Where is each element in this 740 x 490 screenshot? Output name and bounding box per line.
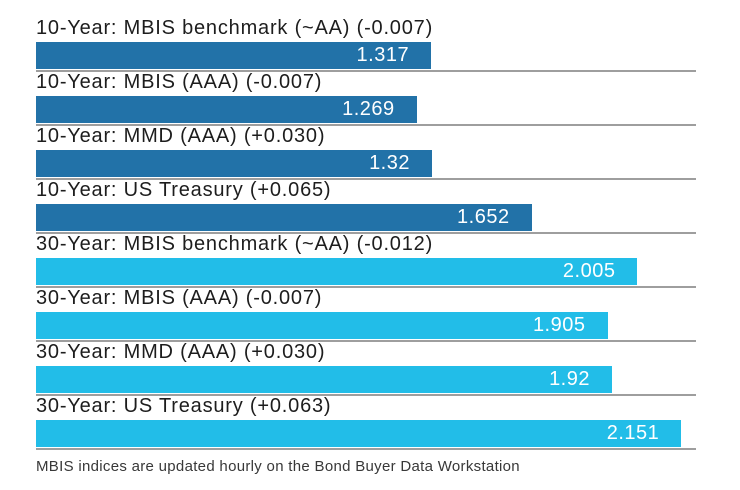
bar: 1.652 (36, 204, 532, 231)
chart-row: 30-Year: MMD (AAA) (+0.030) 1.92 (36, 342, 696, 396)
chart-row: 30-Year: MBIS benchmark (~AA) (-0.012) 2… (36, 234, 696, 288)
bar-value-label: 1.652 (457, 206, 510, 228)
row-separator (36, 340, 696, 342)
bar: 1.32 (36, 150, 432, 177)
bar-value-label: 1.317 (356, 44, 410, 66)
bar-chart: 10-Year: MBIS benchmark (~AA) (-0.007) 1… (36, 18, 696, 475)
row-separator (36, 124, 696, 126)
bar: 1.317 (36, 42, 432, 69)
chart-row: 10-Year: US Treasury (+0.065) 1.652 (36, 180, 696, 234)
row-separator (36, 178, 696, 180)
row-separator (36, 232, 696, 234)
bar-track: 1.905 (36, 312, 696, 339)
bar-value-label: 1.905 (532, 314, 586, 336)
bar: 1.269 (36, 96, 417, 123)
bar-value-label: 1.32 (369, 152, 410, 174)
row-separator (36, 286, 696, 288)
bar-track: 1.32 (36, 150, 696, 177)
bar-track: 1.652 (36, 204, 696, 231)
bar-category-label: 10-Year: US Treasury (+0.065) (36, 179, 332, 201)
bar: 1.92 (36, 366, 612, 393)
bar-value-label: 1.269 (342, 98, 395, 120)
bar: 2.005 (36, 258, 638, 285)
bar: 2.151 (36, 420, 682, 447)
bar-value-label: 1.92 (549, 368, 590, 390)
bar-track: 2.005 (36, 258, 696, 285)
bar-category-label: 10-Year: MBIS (AAA) (-0.007) (36, 71, 323, 93)
chart-row: 10-Year: MBIS benchmark (~AA) (-0.007) 1… (36, 18, 696, 72)
bar-track: 1.317 (36, 42, 696, 69)
bar-category-label: 30-Year: MMD (AAA) (+0.030) (36, 341, 326, 363)
chart-row: 30-Year: MBIS (AAA) (-0.007) 1.905 (36, 288, 696, 342)
bar-track: 1.269 (36, 96, 696, 123)
bar-category-label: 30-Year: US Treasury (+0.063) (36, 395, 332, 417)
bar-track: 2.151 (36, 420, 696, 447)
bar-value-label: 2.005 (562, 260, 616, 282)
bar-category-label: 30-Year: MBIS benchmark (~AA) (-0.012) (36, 233, 434, 255)
bar-category-label: 10-Year: MMD (AAA) (+0.030) (36, 125, 326, 147)
bar-value-label: 2.151 (606, 422, 660, 444)
row-separator (36, 70, 696, 72)
chart-row: 10-Year: MMD (AAA) (+0.030) 1.32 (36, 126, 696, 180)
row-separator (36, 448, 696, 450)
bar-category-label: 10-Year: MBIS benchmark (~AA) (-0.007) (36, 17, 434, 39)
chart-footnote: MBIS indices are updated hourly on the B… (36, 458, 520, 475)
bar-track: 1.92 (36, 366, 696, 393)
bar-category-label: 30-Year: MBIS (AAA) (-0.007) (36, 287, 323, 309)
row-separator (36, 394, 696, 396)
chart-row: 30-Year: US Treasury (+0.063) 2.151 (36, 396, 696, 450)
chart-row: 10-Year: MBIS (AAA) (-0.007) 1.269 (36, 72, 696, 126)
bar: 1.905 (36, 312, 608, 339)
